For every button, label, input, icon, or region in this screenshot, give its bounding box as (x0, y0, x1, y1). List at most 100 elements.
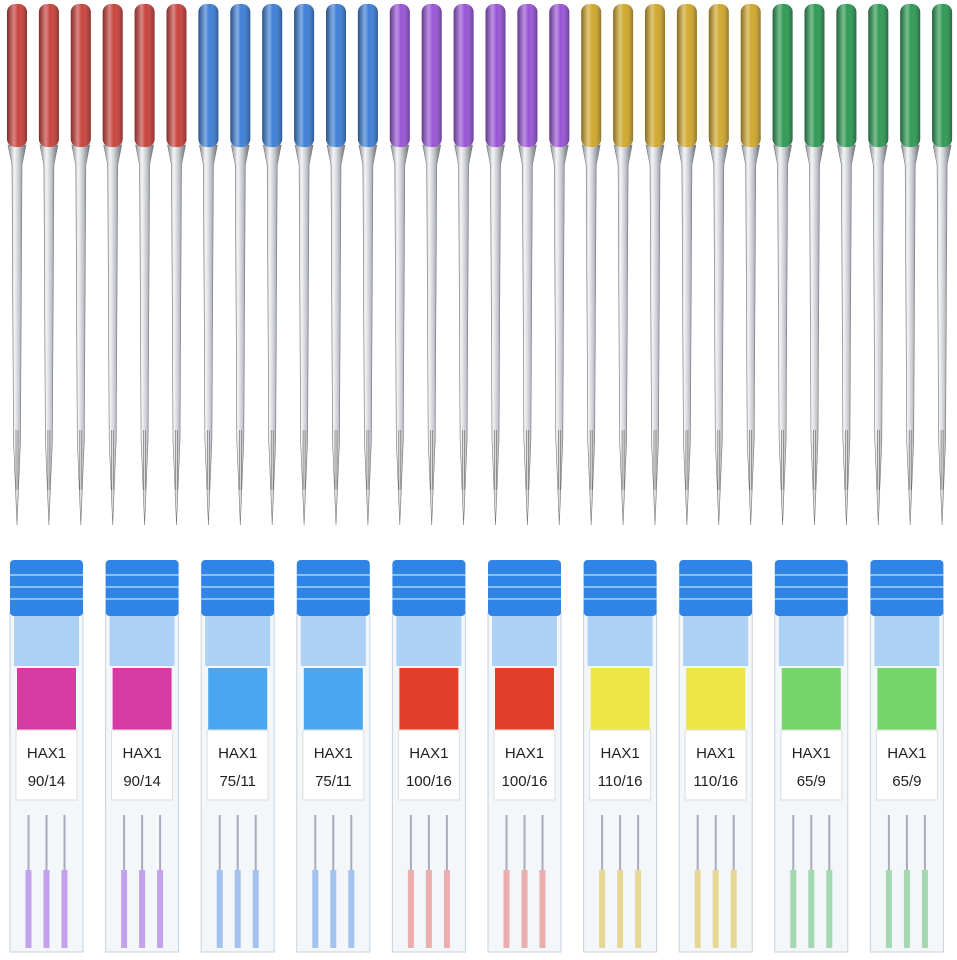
case-clip (587, 616, 653, 666)
needle-eye (207, 430, 210, 490)
case-label: HAX1 (409, 745, 448, 762)
needle-shaft (358, 144, 378, 526)
needle-eye (15, 430, 19, 490)
needle-eye (653, 430, 657, 490)
needle-eye (302, 430, 306, 490)
needle-eye (526, 430, 529, 490)
needle-shaft (326, 144, 346, 526)
inner-shank (826, 870, 833, 948)
needle-eye (398, 430, 402, 490)
needle-eye (334, 430, 338, 490)
inner-shank (425, 870, 432, 948)
needle (932, 4, 953, 526)
needle-shank-gloss (38, 4, 59, 147)
needle-shank-gloss (421, 4, 442, 147)
case-label: HAX1 (601, 745, 640, 762)
case-label: HAX1 (123, 745, 162, 762)
color-swatch (208, 668, 268, 730)
inner-shank (521, 870, 528, 948)
needle-shaft (135, 144, 154, 526)
needle-shaft (103, 144, 123, 526)
inner-shank (25, 870, 32, 948)
inner-shank (808, 870, 815, 948)
needle (326, 4, 346, 526)
needle-shaft (230, 144, 250, 526)
needle-shank-gloss (453, 4, 474, 147)
needle-shaft (677, 144, 697, 526)
needle-shaft (167, 144, 186, 526)
inner-shank (694, 870, 701, 948)
needle-shank-gloss (7, 4, 27, 147)
needle-shank-gloss (230, 4, 251, 147)
needle (708, 4, 729, 526)
needle-shaft (868, 144, 888, 526)
case-label: HAX1 (314, 745, 353, 762)
inner-shank (234, 870, 241, 948)
needle-shaft (294, 144, 314, 526)
needle (453, 4, 474, 526)
needle-shank-gloss (836, 4, 857, 147)
needle-eye (462, 430, 465, 490)
needle-shank-gloss (262, 4, 283, 147)
needle-shank-gloss (294, 4, 315, 147)
case-size: 100/16 (406, 773, 452, 790)
label-card (111, 729, 174, 801)
needle (166, 4, 187, 526)
inner-shank (635, 870, 642, 948)
needle (613, 4, 634, 526)
case-size: 65/9 (892, 773, 921, 790)
needle-eye (845, 430, 848, 490)
inner-shank (216, 870, 223, 948)
needle (421, 4, 442, 526)
needle-shank-gloss (645, 4, 665, 147)
needle-shaft (709, 144, 729, 526)
needle-eye (47, 430, 51, 490)
inner-shank (252, 870, 259, 948)
needle-shank-gloss (198, 4, 219, 147)
needle-eye (79, 430, 83, 490)
inner-shank (617, 870, 624, 948)
inner-shank (407, 870, 414, 948)
needle-shaft (549, 144, 569, 526)
needle-shank-gloss (134, 4, 155, 147)
case-size: 65/9 (797, 773, 826, 790)
needle-shank-gloss (549, 4, 570, 147)
color-swatch (303, 668, 363, 730)
needle-shaft (390, 144, 410, 526)
label-card (206, 729, 269, 801)
needle (134, 4, 155, 526)
needle (868, 4, 889, 526)
needle (804, 4, 825, 526)
needle (70, 4, 91, 526)
case-clip (874, 616, 940, 666)
label-card (15, 729, 78, 801)
case-clip (778, 616, 844, 666)
needle (262, 4, 283, 526)
needle (198, 4, 219, 526)
needle (7, 4, 27, 526)
inner-shank (157, 870, 164, 948)
needle-eye (494, 430, 497, 490)
needle-shaft (645, 144, 665, 526)
inner-shank (139, 870, 146, 948)
label-card (493, 729, 556, 801)
needle (38, 4, 59, 526)
needle-shank-gloss (676, 4, 697, 147)
needle-shaft (39, 144, 59, 526)
needle-shank-gloss (70, 4, 91, 147)
needle-case: HAX1 90/14 (9, 560, 84, 953)
inner-shank (61, 870, 68, 948)
inner-shank (599, 870, 606, 948)
color-swatch (112, 668, 172, 730)
color-swatch (399, 668, 459, 730)
needle-shank-gloss (868, 4, 889, 147)
needle-shank-gloss (357, 4, 378, 147)
needle-shank-gloss (772, 4, 793, 147)
needle-case: HAX1 90/14 (105, 560, 180, 953)
needle-case: HAX1 65/9 (774, 560, 849, 953)
needle-shank-gloss (708, 4, 729, 147)
case-label: HAX1 (887, 745, 926, 762)
needle-shaft (518, 144, 537, 526)
label-card (589, 729, 652, 801)
